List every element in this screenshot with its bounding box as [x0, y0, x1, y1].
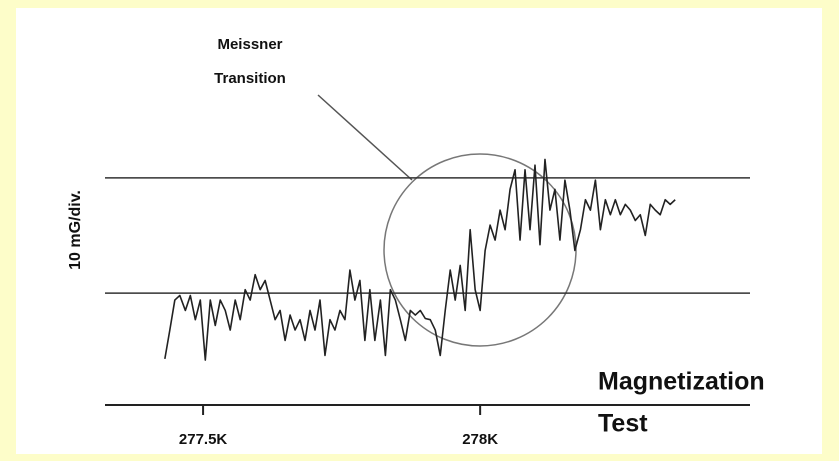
leader-line: [317, 94, 413, 181]
transition-circle: [383, 153, 577, 347]
annotation-line: Transition: [214, 70, 286, 87]
plot-panel: [16, 8, 822, 454]
annotation-line: Meissner: [217, 36, 282, 53]
y-axis-label: 10 mG/div.: [67, 190, 84, 270]
data-line: [164, 158, 676, 361]
x-tick-label: 278K: [462, 431, 498, 448]
x-tick-label: 277.5K: [179, 431, 228, 448]
chart-title-line: Test: [598, 410, 648, 438]
chart-title-line: Magnetization: [598, 368, 765, 396]
